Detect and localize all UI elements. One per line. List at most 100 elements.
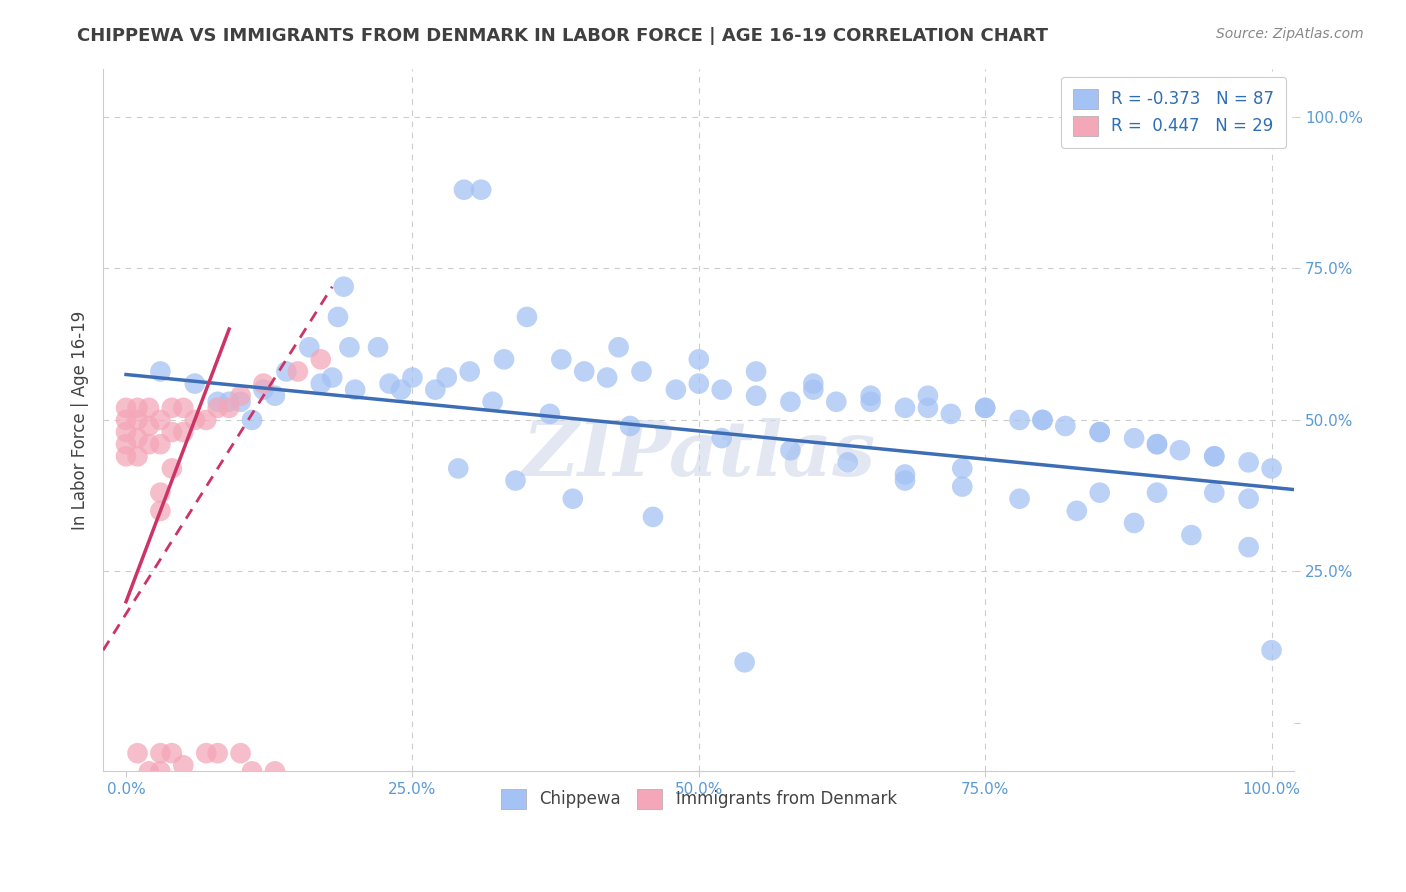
Point — [160, 461, 183, 475]
Point — [127, 401, 149, 415]
Point — [115, 401, 138, 415]
Point — [115, 806, 138, 821]
Point — [779, 394, 801, 409]
Point — [149, 485, 172, 500]
Point — [688, 352, 710, 367]
Point — [207, 401, 229, 415]
Point — [494, 352, 516, 367]
Point — [1066, 504, 1088, 518]
Point — [149, 364, 172, 378]
Y-axis label: In Labor Force | Age 16-19: In Labor Force | Age 16-19 — [72, 310, 89, 530]
Point — [149, 413, 172, 427]
Point — [734, 656, 756, 670]
Point — [425, 383, 447, 397]
Point — [389, 383, 412, 397]
Point — [149, 437, 172, 451]
Point — [1031, 413, 1053, 427]
Point — [1123, 431, 1146, 445]
Point — [138, 401, 160, 415]
Point — [276, 364, 298, 378]
Point — [745, 389, 768, 403]
Point — [115, 450, 138, 464]
Point — [801, 376, 824, 391]
Point — [1088, 425, 1111, 439]
Point — [229, 746, 252, 760]
Point — [607, 340, 630, 354]
Point — [309, 376, 332, 391]
Point — [470, 183, 492, 197]
Point — [950, 480, 973, 494]
Point — [367, 340, 389, 354]
Point — [1168, 443, 1191, 458]
Point — [596, 370, 619, 384]
Point — [481, 394, 503, 409]
Point — [665, 383, 688, 397]
Point — [1054, 419, 1077, 434]
Point — [127, 413, 149, 427]
Point — [115, 776, 138, 790]
Text: ZIPatlas: ZIPatlas — [522, 418, 876, 492]
Point — [1088, 425, 1111, 439]
Point — [630, 364, 652, 378]
Point — [195, 413, 218, 427]
Point — [344, 383, 367, 397]
Point — [229, 389, 252, 403]
Point — [172, 401, 194, 415]
Point — [688, 376, 710, 391]
Point — [252, 383, 274, 397]
Point — [207, 746, 229, 760]
Point — [1088, 485, 1111, 500]
Point — [138, 419, 160, 434]
Point — [115, 437, 138, 451]
Point — [1008, 413, 1031, 427]
Point — [252, 376, 274, 391]
Point — [974, 401, 997, 415]
Point — [309, 352, 332, 367]
Point — [149, 789, 172, 803]
Point — [138, 764, 160, 779]
Point — [458, 364, 481, 378]
Point — [264, 764, 287, 779]
Point — [332, 279, 354, 293]
Point — [710, 431, 733, 445]
Point — [859, 394, 882, 409]
Text: Source: ZipAtlas.com: Source: ZipAtlas.com — [1216, 27, 1364, 41]
Point — [149, 504, 172, 518]
Point — [516, 310, 538, 324]
Point — [229, 394, 252, 409]
Point — [1204, 450, 1226, 464]
Point — [745, 364, 768, 378]
Point — [195, 746, 218, 760]
Point — [321, 370, 343, 384]
Point — [619, 419, 641, 434]
Point — [160, 401, 183, 415]
Point — [894, 467, 917, 482]
Point — [1146, 437, 1168, 451]
Point — [1237, 540, 1260, 554]
Point — [1146, 485, 1168, 500]
Point — [917, 401, 939, 415]
Point — [207, 394, 229, 409]
Point — [149, 746, 172, 760]
Point — [894, 474, 917, 488]
Point — [825, 394, 848, 409]
Point — [550, 352, 572, 367]
Point — [1146, 437, 1168, 451]
Point — [1204, 450, 1226, 464]
Point — [939, 407, 962, 421]
Point — [574, 364, 596, 378]
Point — [1031, 413, 1053, 427]
Point — [1260, 461, 1282, 475]
Point — [339, 340, 361, 354]
Point — [218, 401, 240, 415]
Point — [917, 389, 939, 403]
Point — [950, 461, 973, 475]
Point — [127, 746, 149, 760]
Point — [326, 310, 349, 324]
Point — [1260, 643, 1282, 657]
Point — [505, 474, 527, 488]
Point — [160, 746, 183, 760]
Point — [240, 413, 263, 427]
Point — [641, 509, 664, 524]
Point — [240, 764, 263, 779]
